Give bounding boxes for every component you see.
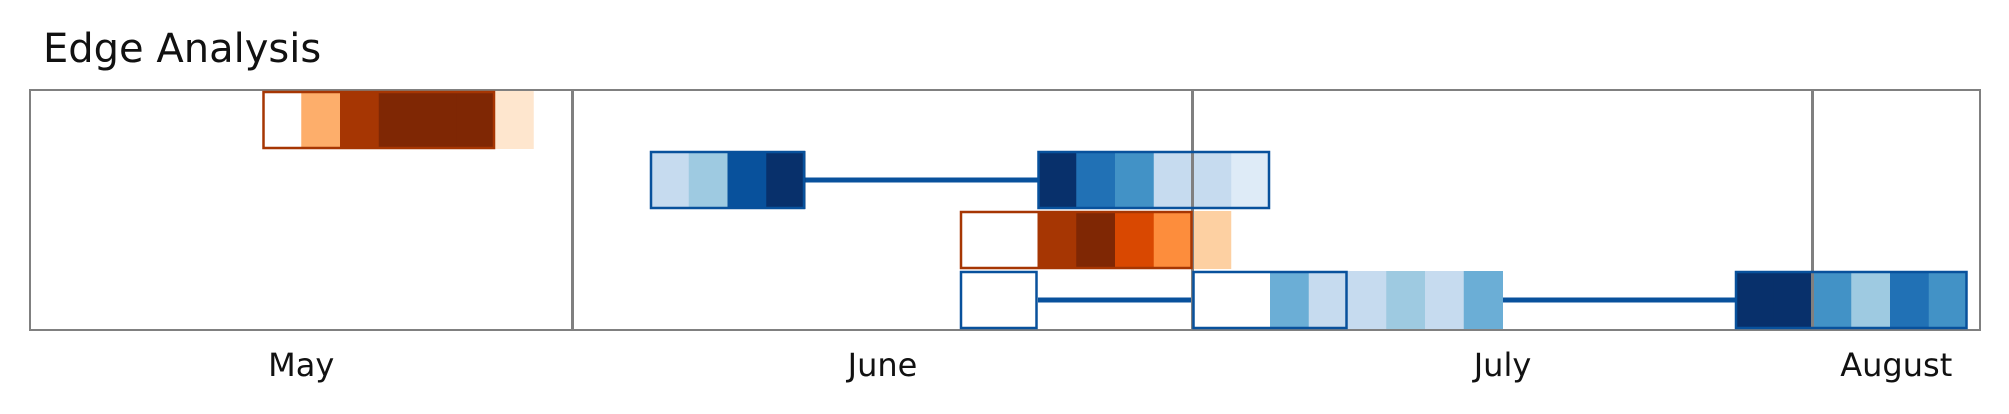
heatmap-cell [1192,151,1232,209]
heatmap-cell [1270,151,1310,209]
segment-outline [1037,150,1271,210]
segment-outline [649,150,806,210]
segment-outline [1192,270,1348,330]
heatmap-cell [1270,271,1310,329]
heatmap-cell [1037,211,1077,269]
heatmap-cell [495,91,535,149]
heatmap-cell [417,91,457,149]
heatmap-cell [301,91,341,149]
heatmap-cell [340,91,380,149]
heatmap-cell [1812,271,1852,329]
month-label: June [846,346,918,384]
heatmap-cells [262,91,2009,329]
heatmap-cell [1192,271,1232,329]
heatmap-cell [1308,271,1348,329]
heatmap-cell [378,91,418,149]
heatmap-cell [1347,271,1387,329]
segment-outline [262,90,496,150]
heatmap-cell [2006,271,2009,329]
heatmap-cell [727,151,767,209]
segment-outlines [262,90,1968,330]
month-label: May [268,346,334,384]
heatmap-cell [998,211,1038,269]
heatmap-cell [1425,271,1465,329]
chart-title: Edge Analysis [43,26,321,72]
heatmap-cell [1076,151,1116,209]
heatmap-cell [1076,211,1116,269]
heatmap-cell [1037,151,1077,209]
heatmap-cell [1115,151,1155,209]
heatmap-cell [650,151,690,209]
heatmap-cell [998,271,1038,329]
heatmap-cell [1928,271,1968,329]
heatmap-cell [960,271,1000,329]
plot-border [29,89,1981,331]
heatmap-cell [1192,211,1232,269]
heatmap-cell [456,91,496,149]
heatmap-cell [1463,271,1503,329]
month-labels: May June July August [268,346,1952,384]
heatmap-cell [1851,271,1891,329]
heatmap-cell [262,91,302,149]
segment-outline [959,270,1038,330]
heatmap-cell [1735,271,1775,329]
heatmap-cell [1231,211,1271,269]
heatmap-cell [1231,151,1271,209]
heatmap-cell [1773,271,1813,329]
heatmap-cell [1153,211,1193,269]
segment-outline [1734,270,1968,330]
heatmap-cell [1153,151,1193,209]
heatmap-cell [1890,271,1930,329]
segment-outline [959,210,1193,270]
heatmap-cell [533,91,573,149]
heatmap-cell [1386,271,1426,329]
heatmap-cell [1231,271,1271,329]
month-label: July [1472,346,1532,384]
heatmap-cell [766,151,806,209]
heatmap-cell [1308,151,1348,209]
heatmap-cell [960,211,1000,269]
heatmap-cell [1115,211,1155,269]
month-label: August [1840,346,1952,384]
heatmap-cell [1967,271,2007,329]
heatmap-cell [688,151,728,209]
